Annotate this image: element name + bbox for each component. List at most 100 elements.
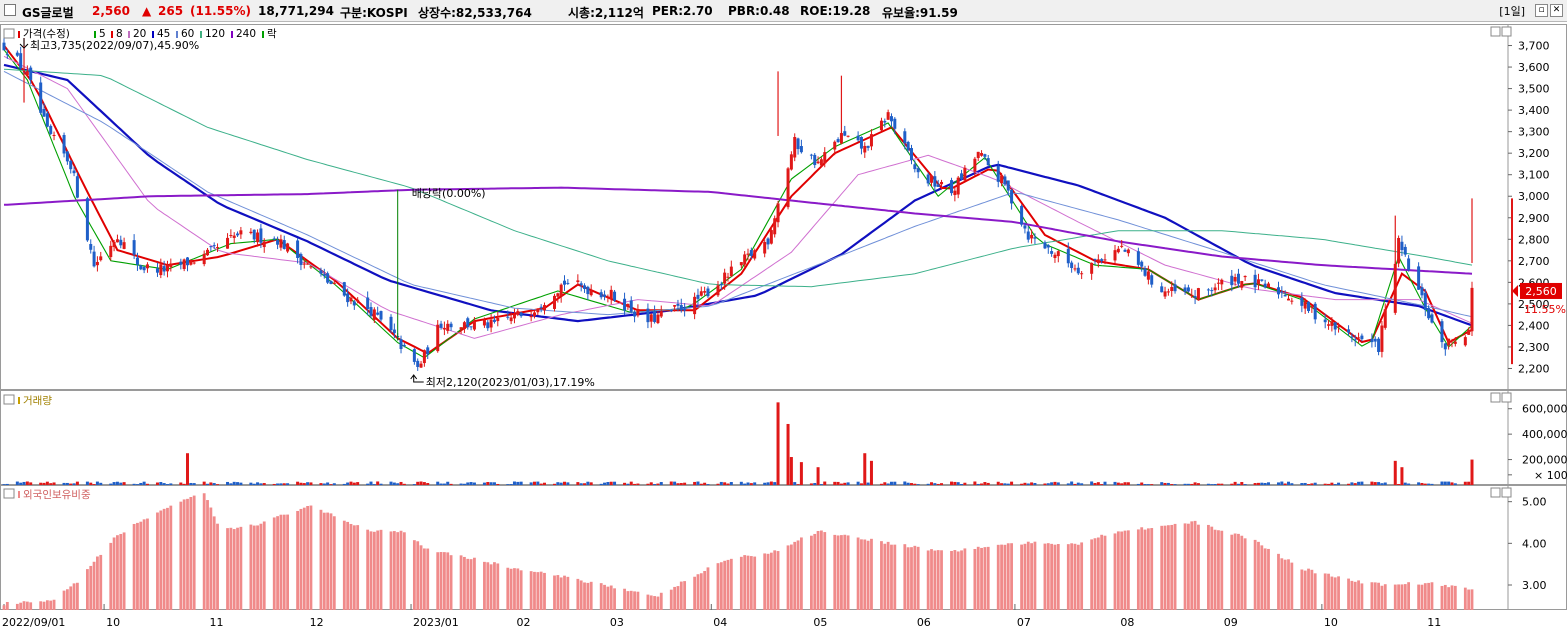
per-value: PER:2.70 <box>652 4 713 18</box>
volume-bar <box>739 481 743 485</box>
foreign-bar <box>820 530 823 610</box>
volume-bar <box>576 482 580 485</box>
candle-body <box>179 261 183 265</box>
candle-body <box>706 288 710 297</box>
volume-pane <box>0 390 1567 485</box>
foreign-bar <box>262 521 266 610</box>
volume-bar <box>839 483 843 485</box>
foreign-pane-close-icon[interactable] <box>1501 487 1512 498</box>
candle-body <box>1380 325 1384 352</box>
candle-body <box>1006 180 1010 191</box>
candle-body <box>563 280 567 285</box>
market-cap: 시총:2,112억 <box>568 6 644 20</box>
volume-bar <box>1170 484 1174 485</box>
candle-body <box>599 292 603 298</box>
candle-body <box>629 300 633 312</box>
foreign-bar <box>1417 584 1421 610</box>
candle-body <box>846 135 850 137</box>
foreign-bar <box>496 563 500 610</box>
ma-line-20 <box>3 55 1473 339</box>
price-pane-toggle[interactable] <box>3 28 15 39</box>
candle-body <box>69 160 73 170</box>
candle-body <box>1467 329 1471 335</box>
stock-chart[interactable]: 3,700 3,600 3,500 3,400 3,300 3,200 3,100 3,000… <box>0 22 1567 630</box>
foreign-bar <box>322 512 326 610</box>
foreign-bar <box>1280 558 1284 610</box>
foreign-bar <box>156 512 159 610</box>
foreign-bar <box>960 550 963 610</box>
candle-body <box>1447 338 1451 346</box>
volume-pane-close-icon[interactable] <box>1501 392 1512 403</box>
candle-body <box>693 296 697 315</box>
volume-bar <box>703 482 707 485</box>
stock-name[interactable]: GS글로벌 <box>22 6 74 20</box>
candle-body <box>1186 287 1190 292</box>
volume-bar <box>1427 483 1431 485</box>
volume-bar <box>279 483 283 485</box>
foreign-bar <box>279 514 283 610</box>
volume-bar <box>132 483 136 485</box>
legend-swatch <box>111 31 113 38</box>
foreign-bar <box>1123 530 1127 610</box>
volume-bar <box>1353 483 1357 485</box>
foreign-bar <box>1337 576 1340 610</box>
volume-bar <box>109 483 113 485</box>
restore-icon[interactable]: ▫ <box>1535 4 1548 17</box>
candle-body <box>135 257 139 265</box>
foreign-bar <box>446 552 450 610</box>
foreign-bar <box>282 514 286 610</box>
volume-bar <box>956 482 960 485</box>
volume-bar <box>629 481 633 485</box>
volume-bar <box>1023 482 1027 485</box>
volume-bar <box>1447 481 1451 485</box>
foreign-pane-restore-icon[interactable] <box>1490 487 1501 498</box>
x-tick-label: 10 <box>1324 616 1338 629</box>
foreign-bar <box>1000 544 1003 610</box>
foreign-bar <box>1140 527 1144 610</box>
volume-bar <box>216 484 220 485</box>
volume-pane-restore-icon[interactable] <box>1490 392 1501 403</box>
close-icon[interactable]: ✕ <box>1550 4 1563 17</box>
foreign-pane-toggle[interactable] <box>3 488 15 499</box>
volume-bar <box>846 482 850 485</box>
candle-body <box>279 239 283 248</box>
select-checkbox[interactable] <box>4 4 16 16</box>
foreign-bar <box>860 539 863 610</box>
candle-body <box>1300 297 1304 306</box>
price-pane-close-icon[interactable] <box>1501 26 1512 37</box>
foreign-bar <box>673 586 677 610</box>
volume-bar <box>883 482 887 485</box>
candle-body <box>192 262 196 264</box>
volume-bar <box>1220 483 1224 485</box>
volume-bar <box>659 482 663 485</box>
volume-pane-toggle[interactable] <box>3 394 15 405</box>
volume-bar <box>112 482 116 485</box>
foreign-bar <box>539 571 543 610</box>
foreign-bar <box>1400 584 1404 610</box>
candle-body <box>212 245 216 247</box>
volume-bar <box>976 483 980 485</box>
foreign-bar <box>249 524 253 610</box>
candle-body <box>1417 266 1421 290</box>
volume-bar <box>1470 459 1474 485</box>
candle-body <box>1450 340 1454 342</box>
period-selector[interactable]: [1일] <box>1499 5 1525 18</box>
foreign-bar <box>696 574 700 610</box>
volume-bar <box>1193 482 1197 485</box>
volume-bar <box>886 483 890 485</box>
volume-bar <box>186 453 189 485</box>
price-pane-restore-icon[interactable] <box>1490 26 1501 37</box>
candle-body <box>1196 288 1200 300</box>
candle-body <box>763 242 767 254</box>
legend-item-240: 240 <box>236 28 256 40</box>
foreign-bar <box>723 560 727 610</box>
candle-body <box>836 139 840 142</box>
foreign-bar <box>1370 582 1374 610</box>
foreign-bar <box>986 546 990 610</box>
foreign-bar <box>236 527 239 610</box>
volume-bar <box>906 482 910 485</box>
candle-body <box>1033 237 1037 239</box>
volume-bar <box>556 482 560 485</box>
foreign-bar <box>1350 580 1354 610</box>
foreign-bar <box>683 581 687 610</box>
